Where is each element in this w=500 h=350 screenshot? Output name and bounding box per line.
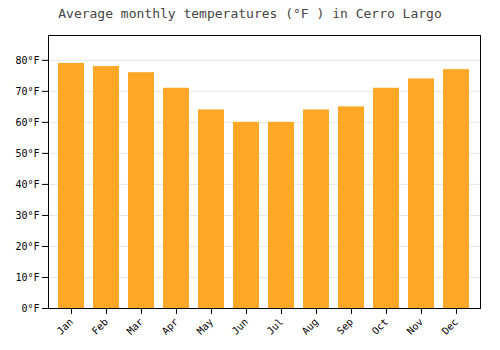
svg-text:Oct: Oct xyxy=(370,316,391,337)
svg-text:80°F: 80°F xyxy=(15,55,39,66)
svg-text:Nov: Nov xyxy=(405,316,426,337)
svg-text:Aug: Aug xyxy=(300,316,321,337)
svg-text:May: May xyxy=(195,316,216,337)
svg-text:Jan: Jan xyxy=(55,316,76,337)
svg-text:Jul: Jul xyxy=(265,316,286,337)
svg-text:Dec: Dec xyxy=(440,316,461,337)
html-text:Average monthly temperatures (: Average monthly temperatures (°F ) in Ce… xyxy=(58,6,442,21)
svg-text:Apr: Apr xyxy=(160,316,181,337)
svg-text:Feb: Feb xyxy=(90,316,111,337)
svg-text:20°F: 20°F xyxy=(15,241,39,252)
svg-text:40°F: 40°F xyxy=(15,179,39,190)
svg-text:10°F: 10°F xyxy=(15,272,39,283)
svg-text:Jun: Jun xyxy=(230,316,251,337)
svg-text:30°F: 30°F xyxy=(15,210,39,221)
svg-text:50°F: 50°F xyxy=(15,148,39,159)
svg-text:Sep: Sep xyxy=(335,316,356,337)
svg-text:70°F: 70°F xyxy=(15,86,39,97)
svg-text:Mar: Mar xyxy=(125,316,146,337)
svg-text:60°F: 60°F xyxy=(15,117,39,128)
svg-text:0°F: 0°F xyxy=(21,303,39,314)
